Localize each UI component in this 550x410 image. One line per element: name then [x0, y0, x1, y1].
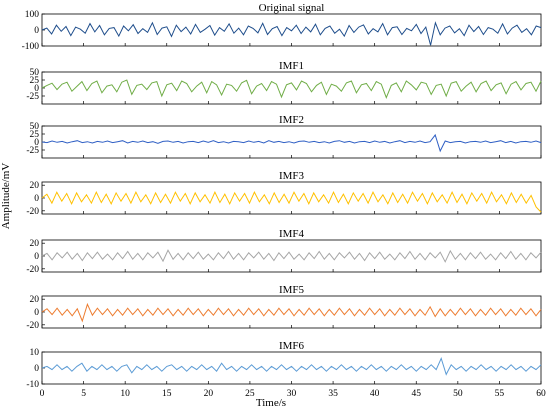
- series-line: [41, 356, 542, 376]
- x-tick-label: 0: [40, 389, 45, 399]
- y-tick-label: 0: [34, 26, 39, 36]
- panel-frame: [41, 71, 542, 105]
- y-tick-label: -10: [26, 380, 39, 390]
- y-tick-label: -25: [26, 92, 39, 102]
- panel-title: Original signal: [259, 2, 325, 14]
- panel-5: IMF4 20 0 -20: [26, 228, 542, 275]
- panel-6: IMF5 20 0 -20: [26, 284, 542, 331]
- panel-title: IMF4: [279, 228, 305, 240]
- y-tick-label: 50: [30, 122, 40, 132]
- y-tick-label: 0: [34, 84, 39, 94]
- x-tick-label: 5: [81, 389, 86, 399]
- y-tick-label: 25: [30, 76, 40, 86]
- series-line: [41, 249, 542, 263]
- x-tick-label: 35: [328, 389, 338, 399]
- y-tick-label: 10: [30, 348, 40, 358]
- x-tick-label: 10: [120, 389, 130, 399]
- x-tick-label: 55: [495, 389, 505, 399]
- y-tick-label: 20: [30, 181, 40, 191]
- panel-frame: [41, 13, 542, 47]
- y-tick-label: 0: [34, 252, 39, 262]
- panel-title: IMF5: [279, 284, 305, 296]
- y-tick-label: 0: [34, 194, 39, 204]
- y-axis-label: Amplitude/mV: [0, 163, 12, 230]
- panel-title: IMF6: [279, 340, 305, 352]
- series-line: [41, 21, 542, 46]
- y-tick-label: 0: [34, 364, 39, 374]
- y-tick-label: -20: [26, 265, 39, 275]
- y-tick-label: -25: [26, 146, 39, 156]
- y-tick-label: 50: [30, 68, 40, 78]
- y-tick-label: -100: [22, 42, 40, 52]
- y-tick-label: 20: [30, 239, 40, 249]
- x-tick-label: 60: [536, 389, 546, 399]
- series-line: [41, 79, 542, 99]
- y-tick-label: 0: [34, 308, 39, 318]
- panel-7: IMF6 10 0 -10: [26, 340, 542, 390]
- series-line: [41, 133, 542, 153]
- x-tick-label: 20: [204, 389, 214, 399]
- x-tick-label: 15: [162, 389, 172, 399]
- panel-title: IMF3: [279, 170, 305, 182]
- panel-frame: [41, 351, 542, 385]
- y-tick-label: 100: [25, 10, 40, 20]
- x-axis-label: Time/s: [256, 397, 286, 409]
- series-line: [41, 191, 542, 213]
- y-tick-label: 25: [30, 130, 40, 140]
- y-tick-label: 0: [34, 138, 39, 148]
- panel-4: IMF3 20 0 -20: [26, 170, 542, 217]
- x-tick-label: 30: [287, 389, 297, 399]
- panel-title: IMF1: [279, 60, 304, 72]
- x-tick-label: 45: [412, 389, 422, 399]
- panel-title: IMF2: [279, 114, 304, 126]
- x-tick-label: 50: [453, 389, 463, 399]
- x-tick-label: 25: [245, 389, 255, 399]
- y-tick-label: -20: [26, 321, 39, 331]
- series-line: [41, 302, 542, 323]
- panels-group: Original signal1000-100IMF150250-25IMF25…: [22, 2, 546, 399]
- y-tick-label: -20: [26, 207, 39, 217]
- y-tick-label: 20: [30, 295, 40, 305]
- panel-1: Original signal 100 0 -100: [22, 2, 542, 52]
- x-tick-label: 40: [370, 389, 380, 399]
